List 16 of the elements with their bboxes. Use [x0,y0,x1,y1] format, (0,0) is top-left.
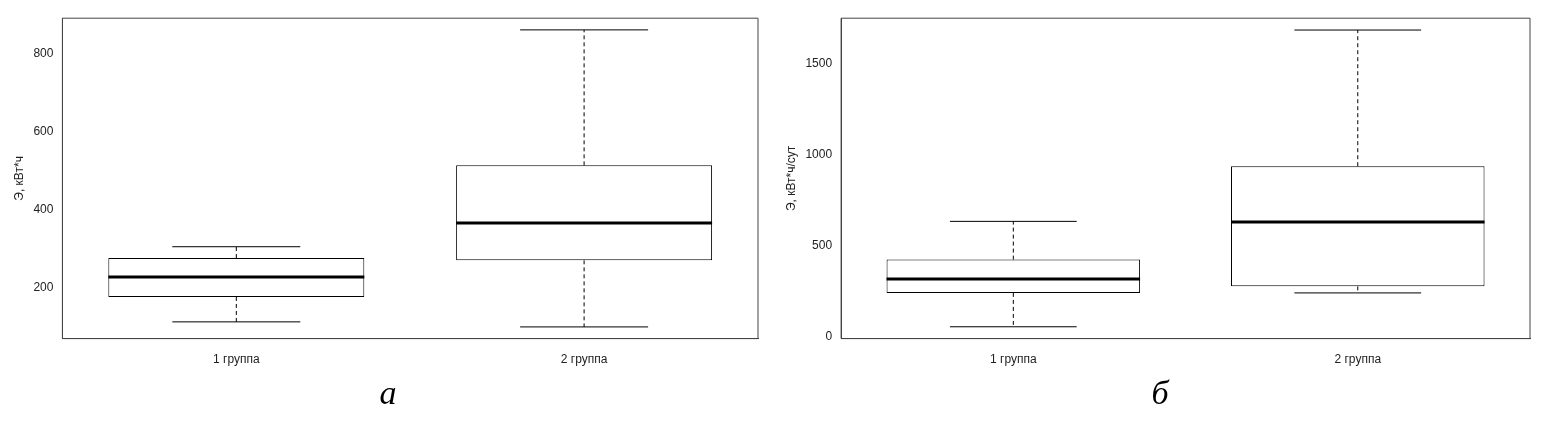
text: а [379,373,397,413]
y-tick-label: 200 [33,279,54,294]
y-tick-label: 0 [825,328,833,343]
y-tick-label: 400 [33,202,54,217]
y-axis-title: Э, кВт*ч [11,156,26,201]
text: б [1151,373,1169,413]
y-tick-label: 600 [33,124,54,139]
y-axis-title: Э, кВт*ч/сут [783,145,798,212]
x-tick-label: 1 группа [990,352,1037,367]
y-tick-label: 1000 [805,146,833,161]
y-tick-label: 1500 [805,55,833,70]
x-tick-label: 1 группа [213,352,260,367]
y-tick-label: 500 [812,237,833,252]
x-tick-label: 2 группа [560,352,608,367]
y-tick-label: 800 [33,46,54,61]
x-tick-label: 2 группа [1334,352,1382,367]
